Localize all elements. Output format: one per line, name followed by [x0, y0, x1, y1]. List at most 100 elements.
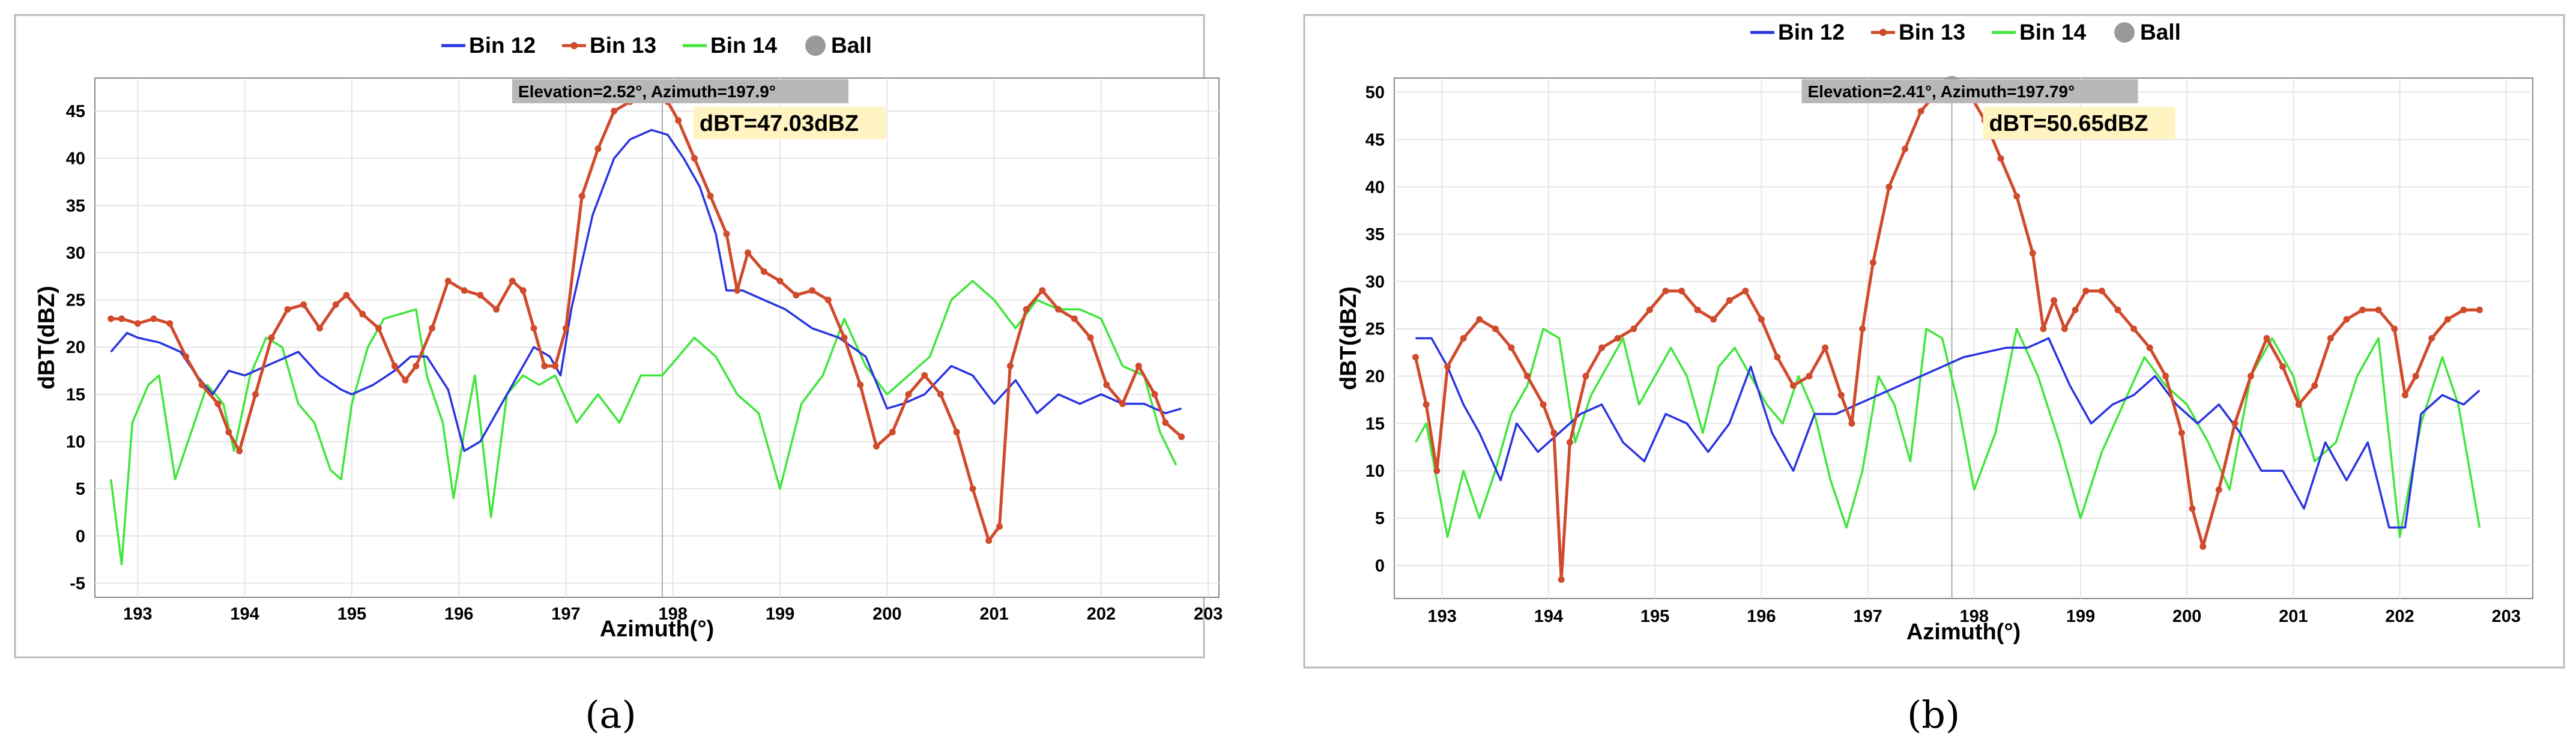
data-point-bin-13 [268, 334, 275, 341]
data-point-bin-13 [541, 363, 548, 370]
data-point-bin-13 [841, 334, 848, 341]
legend-label: Ball [2140, 20, 2181, 44]
data-point-bin-13 [745, 249, 752, 256]
y-tick-label: 40 [66, 149, 85, 169]
data-point-bin-13 [1119, 400, 1126, 408]
data-point-bin-13 [429, 325, 436, 332]
data-point-bin-13 [1023, 306, 1030, 313]
data-point-bin-13 [1806, 373, 1813, 380]
data-point-bin-13 [2082, 288, 2090, 295]
data-point-bin-13 [1758, 316, 1765, 323]
data-point-bin-13 [996, 523, 1003, 530]
series-line-bin-14 [1414, 327, 2481, 538]
data-point-bin-13 [1614, 335, 1621, 342]
y-tick-label: 45 [1365, 130, 1385, 149]
data-point-bin-13 [2013, 193, 2021, 200]
data-point-bin-13 [391, 363, 398, 370]
data-point-bin-13 [937, 391, 944, 398]
y-tick-label: 5 [1375, 509, 1385, 528]
data-point-bin-13 [375, 325, 382, 332]
data-point-bin-13 [2189, 505, 2196, 512]
data-point-bin-13 [872, 442, 880, 450]
data-point-bin-13 [1071, 315, 1078, 322]
data-point-bin-13 [1087, 334, 1094, 341]
legend-entry: Bin 14 [1992, 20, 2086, 44]
legend-ball-icon [2114, 22, 2135, 43]
x-tick-label: 198 [1960, 607, 1989, 626]
x-tick-label: 202 [1087, 605, 1116, 624]
data-point-bin-13 [723, 231, 730, 237]
data-point-bin-13 [809, 287, 816, 294]
data-point-bin-13 [1582, 373, 1589, 380]
x-tick-label: 202 [2385, 607, 2414, 626]
data-point-bin-13 [198, 381, 205, 388]
data-point-bin-13 [2247, 373, 2254, 380]
data-point-bin-13 [1566, 439, 1573, 446]
legend-label: Bin 13 [590, 33, 656, 58]
panel-label: (b) [1907, 693, 1960, 737]
data-point-bin-13 [2476, 306, 2483, 313]
data-point-bin-13 [1997, 155, 2004, 162]
data-point-bin-13 [1006, 363, 1014, 370]
data-point-bin-13 [1646, 306, 1653, 313]
data-point-bin-13 [359, 310, 366, 318]
data-point-bin-13 [2040, 325, 2047, 333]
data-point-bin-13 [300, 301, 307, 308]
y-tick-label: 20 [66, 338, 85, 357]
data-point-bin-13 [578, 193, 585, 200]
data-point-bin-13 [166, 320, 174, 327]
data-point-bin-13 [824, 297, 832, 304]
data-point-bin-13 [2375, 306, 2382, 313]
data-point-bin-13 [461, 287, 468, 294]
data-point-bin-13 [1822, 344, 1829, 351]
data-point-bin-13 [1039, 287, 1046, 294]
data-point-bin-13 [2215, 486, 2222, 493]
chart-panel-a: -5 0 5 10 15 20 25 30 35 40 45 193 194 195 196 197 198 19… [14, 14, 1223, 659]
data-point-bin-13 [343, 292, 350, 299]
y-tick-label: 30 [1365, 273, 1385, 292]
data-point-bin-13 [2072, 306, 2079, 313]
annotation-dbt-value: dBT=50.65dBZ [1989, 111, 2148, 136]
legend-entry: Bin 12 [1750, 20, 1845, 44]
legend-ball-icon [805, 35, 826, 56]
y-tick-label: 20 [1365, 367, 1385, 387]
x-tick-label: 195 [337, 605, 366, 624]
data-point-bin-13 [118, 315, 125, 322]
data-point-bin-13 [150, 315, 157, 322]
data-point-bin-13 [760, 268, 767, 275]
data-point-bin-13 [1178, 433, 1185, 441]
data-point-bin-13 [134, 320, 141, 327]
data-point-bin-13 [236, 447, 243, 454]
data-point-bin-13 [2162, 373, 2169, 380]
y-tick-label: 15 [1365, 414, 1385, 433]
data-point-bin-13 [1135, 363, 1142, 370]
legend-entry: Bin 12 [441, 33, 536, 58]
data-point-bin-13 [1412, 354, 1419, 361]
data-point-bin-13 [493, 306, 500, 313]
data-point-bin-13 [2051, 297, 2058, 304]
x-axis-title: Azimuth(°) [1906, 620, 2021, 645]
data-point-bin-13 [793, 292, 800, 299]
data-point-bin-13 [1476, 316, 1483, 323]
data-point-bin-13 [2401, 391, 2408, 399]
x-tick-label: 193 [1428, 607, 1457, 626]
data-point-bin-13 [2295, 401, 2302, 408]
data-point-bin-13 [183, 353, 190, 360]
data-point-bin-13 [1710, 316, 1717, 323]
data-point-bin-13 [857, 381, 864, 388]
data-point-bin-13 [1103, 381, 1110, 388]
data-point-bin-13 [734, 287, 741, 294]
data-point-bin-13 [776, 277, 784, 285]
x-tick-label: 193 [123, 605, 152, 624]
x-tick-label: 197 [1853, 607, 1882, 626]
y-tick-label: 25 [66, 291, 85, 310]
data-point-bin-13 [530, 325, 537, 332]
legend-label: Bin 12 [1778, 20, 1845, 44]
data-point-bin-13 [2178, 429, 2185, 436]
data-point-bin-13 [1492, 325, 1499, 333]
annotation-dbt-value: dBT=47.03dBZ [700, 111, 859, 136]
data-point-bin-13 [1055, 306, 1062, 313]
data-point-bin-13 [214, 400, 222, 408]
y-tick-label: 30 [66, 244, 85, 263]
data-point-bin-13 [2412, 373, 2419, 380]
